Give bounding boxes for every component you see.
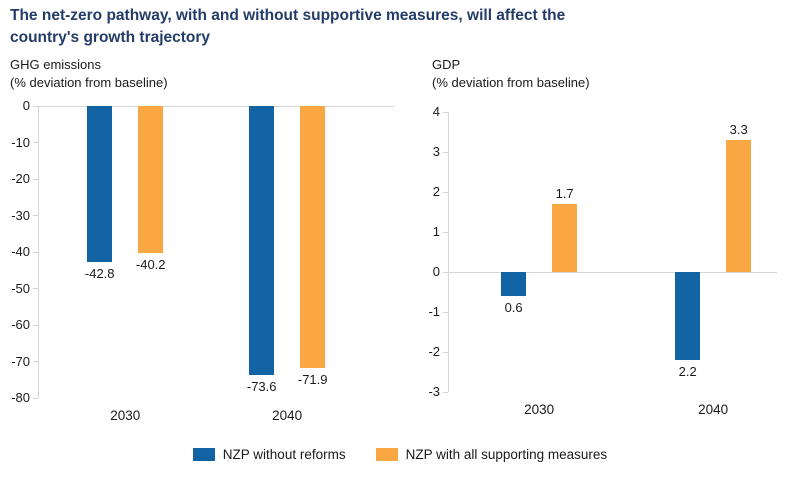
y-axis-tick (33, 215, 38, 216)
ghg-plot-area: 0 -10 -20 -30 -40 -50 -60 -70 -80 -42.8 -40.2 2030 -… (11, 98, 394, 423)
y-axis-line (448, 112, 449, 392)
y-axis-tick-label: -2 (428, 344, 440, 359)
y-axis-tick-label: 0 (22, 98, 30, 113)
y-axis-tick (33, 178, 38, 180)
y-axis-line (38, 106, 39, 398)
ghg-chart-subtitle: (% deviation from baseline) (10, 75, 168, 90)
y-axis-tick-label: 4 (432, 104, 440, 119)
bar-value-label: 0.6 (504, 300, 523, 315)
bar-value-label: -42.8 (84, 266, 115, 282)
bar-series1-2040 (675, 272, 701, 360)
legend-swatch-icon (375, 448, 398, 461)
y-axis-tick-label: -20 (11, 171, 30, 186)
y-axis-tick (443, 391, 448, 393)
zero-gridline (38, 105, 394, 107)
legend-item: NZP without reforms (192, 447, 346, 462)
legend-label: NZP with all supporting measures (405, 447, 608, 462)
bar-value-label: -71.9 (297, 372, 328, 388)
bar-series2-2040 (300, 106, 326, 369)
bar-series1-2030 (501, 272, 527, 296)
bar-series2-2030 (552, 204, 578, 272)
y-axis-tick (443, 231, 448, 233)
zero-gridline (448, 271, 777, 273)
ghg-chart-title: GHG emissions (10, 57, 102, 72)
y-axis-tick-label: -3 (428, 384, 440, 399)
bar-value-label: 1.7 (555, 186, 574, 201)
legend-swatch-icon (192, 448, 215, 461)
y-axis-tick (33, 142, 38, 143)
x-axis-category-label: 2040 (698, 402, 729, 417)
bar-value-label: -40.2 (135, 256, 166, 272)
bar-series1-2030 (87, 106, 113, 263)
gdp-chart-subtitle: (% deviation from baseline) (432, 75, 590, 90)
y-axis-tick (33, 324, 38, 326)
x-axis-category-label: 2030 (524, 402, 555, 417)
legend-label: NZP without reforms (222, 447, 346, 462)
gdp-chart-title: GDP (432, 57, 461, 72)
bar-series1-2040 (249, 106, 275, 375)
bar-series2-2040 (726, 140, 752, 272)
y-axis-tick-label: -30 (11, 207, 30, 223)
gdp-plot-area: 4 3 2 1 0 -1 -2 -3 0.6 1.7 2030 2.2 3.3 2040 (428, 104, 777, 417)
y-axis-tick-label: -50 (11, 280, 30, 296)
bar-value-label: 2.2 (678, 364, 697, 379)
y-axis-tick (443, 151, 448, 153)
bar-series2-2030 (138, 106, 164, 253)
y-axis-tick (443, 311, 448, 313)
y-axis-tick-label: -1 (428, 304, 440, 319)
y-axis-tick (443, 271, 448, 273)
gdp-chart-heading: GDP (% deviation from baseline) (432, 56, 590, 92)
y-axis-tick-label: -80 (11, 390, 30, 405)
figure-title: The net-zero pathway, with and without s… (10, 7, 566, 46)
y-axis-tick (33, 288, 38, 289)
ghg-chart-heading: GHG emissions (% deviation from baseline… (10, 56, 168, 92)
legend-item: NZP with all supporting measures (375, 447, 608, 462)
bar-value-label: 3.3 (729, 122, 748, 137)
y-axis-tick (33, 251, 38, 253)
x-axis-category-label: 2030 (110, 408, 141, 423)
y-axis-tick-label: 0 (432, 264, 440, 279)
y-axis-tick (443, 351, 448, 353)
y-axis-tick-label: 3 (432, 144, 440, 159)
y-axis-tick-label: 1 (432, 224, 440, 239)
x-axis-category-label: 2040 (272, 408, 303, 423)
y-axis-tick (33, 105, 38, 107)
y-axis-tick-label: 2 (432, 184, 440, 199)
y-axis-tick (33, 397, 38, 399)
bar-value-label: -73.6 (246, 378, 277, 394)
y-axis-tick-label: -60 (11, 317, 30, 332)
y-axis-tick (443, 191, 448, 193)
legend: NZP without reforms NZP with all supporti… (0, 447, 800, 462)
y-axis-tick (443, 111, 448, 113)
y-axis-tick-label: -70 (11, 353, 30, 369)
y-axis-tick (33, 361, 38, 362)
y-axis-tick-label: -40 (11, 244, 30, 259)
y-axis-tick-label: -10 (11, 134, 30, 150)
